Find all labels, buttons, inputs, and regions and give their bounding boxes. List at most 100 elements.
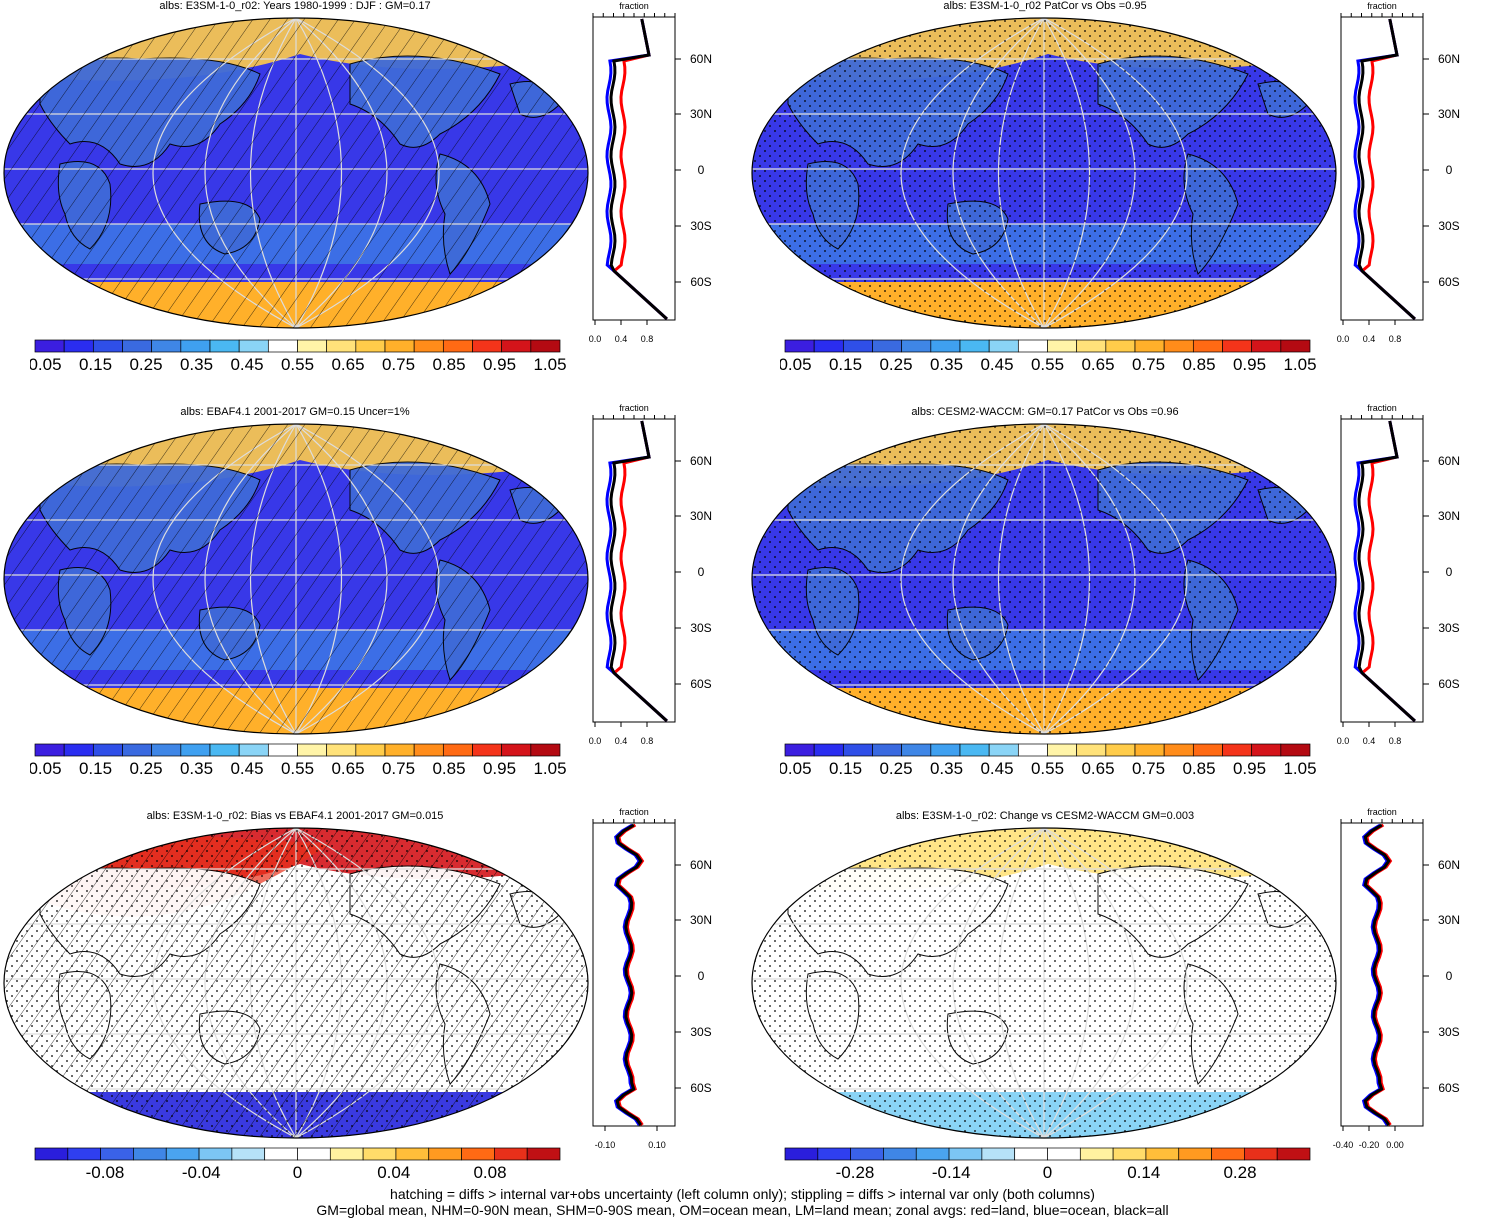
colorbar-label: 0.55 — [1031, 355, 1064, 374]
colorbar-label: 0.25 — [879, 355, 912, 374]
colorbar-label: 0.04 — [377, 1163, 410, 1182]
zonal-xtick-label: 0.4 — [1363, 736, 1376, 746]
zonal-xtick-label: 0.8 — [1389, 736, 1402, 746]
zonal-xtick-label: -0.40 — [1333, 1140, 1354, 1150]
zonal-lat-label: 60N — [690, 858, 712, 872]
panel-4-zonal-profile: fraction 60N 30N 0 30S 60S 0.0 0.4 0.8 — [1337, 403, 1460, 746]
colorbar-label: 0.35 — [180, 759, 213, 778]
panel-6-colorbar: -0.28 -0.14 0 0.14 0.28 — [784, 1147, 1311, 1182]
colorbar-label: 0.45 — [980, 759, 1013, 778]
zonal-lat-label: 30N — [690, 107, 712, 121]
zonal-lat-label: 30N — [690, 509, 712, 523]
zonal-lat-label: 60N — [690, 454, 712, 468]
colorbar-label: 0.25 — [879, 759, 912, 778]
zonal-xtick-label: -0.20 — [1359, 1140, 1380, 1150]
panel-4-title: albs: CESM2-WACCM: GM=0.17 PatCor vs Obs… — [911, 406, 1179, 418]
colorbar-label: 1.05 — [533, 355, 566, 374]
footer-line-2: GM=global mean, NHM=0-90N mean, SHM=0-90… — [316, 1202, 1169, 1218]
colorbar-label: 0 — [293, 1163, 302, 1182]
zonal-xtick-label: 0.00 — [1386, 1140, 1404, 1150]
panel-3-zonal-profile: fraction 60N 30N 0 30S 60S 0.0 0.4 0.8 — [589, 403, 712, 746]
panel-2-zonal-profile: fraction 60N 30N 0 30S 60S 0.0 0.4 0.8 — [1337, 1, 1460, 344]
zonal-lat-label: 60S — [690, 1081, 711, 1095]
zonal-lat-label: 0 — [1446, 969, 1453, 983]
zonal-xtick-label: 0.10 — [648, 1140, 666, 1150]
colorbar-label: 0.65 — [331, 355, 364, 374]
colorbar-label: 0.15 — [79, 759, 112, 778]
colorbar-label: 0.55 — [1031, 759, 1064, 778]
colorbar-label: -0.14 — [932, 1163, 971, 1182]
zonal-lat-label: 60S — [690, 275, 711, 289]
colorbar-label: 0.05 — [780, 355, 812, 374]
zonal-lat-label: 30S — [690, 219, 711, 233]
zonal-lat-label: 60N — [1438, 858, 1460, 872]
panel-5-title: albs: E3SM-1-0_r02: Bias vs EBAF4.1 2001… — [146, 810, 444, 822]
colorbar-label: 0.95 — [483, 355, 516, 374]
zonal-lat-label: 0 — [698, 969, 705, 983]
colorbar-label: 0.55 — [281, 759, 314, 778]
zonal-xtick-label: 0.0 — [589, 334, 602, 344]
zonal-lat-label: 30S — [690, 621, 711, 635]
colorbar-label: 1.05 — [533, 759, 566, 778]
colorbar-label: 0.45 — [230, 355, 263, 374]
panel-6-title: albs: E3SM-1-0_r02: Change vs CESM2-WACC… — [895, 810, 1195, 822]
zonal-lat-label: 60S — [1438, 275, 1459, 289]
colorbar-label: 0.65 — [1081, 759, 1114, 778]
colorbar-label: 0.25 — [129, 355, 162, 374]
colorbar-label: -0.08 — [86, 1163, 125, 1182]
colorbar-label: 0 — [1043, 1163, 1052, 1182]
colorbar-label: 0.85 — [432, 759, 465, 778]
zonal-xlabel: fraction — [619, 403, 649, 413]
colorbar-label: 0.08 — [473, 1163, 506, 1182]
panel-1-title: albs: E3SM-1-0_r02: Years 1980-1999 : DJ… — [159, 0, 431, 12]
panel-3-map — [3, 423, 589, 735]
panel-2-colorbar: 0.05 0.15 0.25 0.35 0.45 0.55 0.65 0.75 0.85 0.95… — [780, 339, 1317, 374]
panel-1-colorbar: 0.05 0.15 0.25 0.35 0.45 0.55 0.65 0.75 0.85 0.95… — [30, 339, 567, 374]
zonal-xtick-label: 0.0 — [1337, 334, 1350, 344]
zonal-xlabel: fraction — [1367, 807, 1397, 817]
colorbar-label: 0.45 — [980, 355, 1013, 374]
panel-5-zonal-profile: fraction 60N 30N 0 30S 60S -0.10 0.10 — [592, 807, 712, 1150]
zonal-xtick-label: 0.4 — [1363, 334, 1376, 344]
zonal-lat-label: 60N — [1438, 52, 1460, 66]
colorbar-label: 0.35 — [930, 759, 963, 778]
colorbar-label: 0.55 — [281, 355, 314, 374]
zonal-xtick-label: 0.4 — [615, 334, 628, 344]
colorbar-label: 0.75 — [382, 355, 415, 374]
zonal-xlabel: fraction — [619, 1, 649, 11]
panel-5-map — [3, 827, 589, 1139]
zonal-lat-label: 60S — [690, 677, 711, 691]
colorbar-label: 0.85 — [1182, 355, 1215, 374]
panel-1-zonal-profile: fraction 60N 30N 0 30S 60S 0.0 0.4 0.8 — [589, 1, 712, 344]
zonal-lat-label: 0 — [1446, 163, 1453, 177]
colorbar-label: 0.15 — [829, 759, 862, 778]
zonal-lat-label: 30S — [1438, 219, 1459, 233]
panel-6-map — [751, 827, 1337, 1139]
colorbar-label: 0.45 — [230, 759, 263, 778]
zonal-lat-label: 30S — [1438, 621, 1459, 635]
colorbar-label: 0.85 — [1182, 759, 1215, 778]
colorbar-label: 0.15 — [829, 355, 862, 374]
colorbar-label: 0.75 — [1132, 759, 1165, 778]
colorbar-label: 0.75 — [382, 759, 415, 778]
panel-4-colorbar: 0.05 0.15 0.25 0.35 0.45 0.55 0.65 0.75 0.85 0.95… — [780, 743, 1317, 778]
zonal-lat-label: 60N — [1438, 454, 1460, 468]
zonal-xtick-label: 0.4 — [615, 736, 628, 746]
zonal-xlabel: fraction — [1367, 403, 1397, 413]
panel-5-colorbar: -0.08 -0.04 0 0.04 0.08 — [34, 1147, 561, 1182]
colorbar-label: 0.15 — [79, 355, 112, 374]
colorbar-label: 0.05 — [780, 759, 812, 778]
zonal-xtick-label: 0.8 — [1389, 334, 1402, 344]
panel-3-title: albs: EBAF4.1 2001-2017 GM=0.15 Uncer=1% — [180, 406, 410, 418]
zonal-lat-label: 0 — [1446, 565, 1453, 579]
colorbar-label: -0.04 — [182, 1163, 221, 1182]
colorbar-label: 0.85 — [432, 355, 465, 374]
panel-2-map — [751, 17, 1337, 329]
colorbar-label: 0.28 — [1223, 1163, 1256, 1182]
panel-3-colorbar: 0.05 0.15 0.25 0.35 0.45 0.55 0.65 0.75 0.85 0.95… — [30, 743, 567, 778]
zonal-lat-label: 60S — [1438, 1081, 1459, 1095]
zonal-lat-label: 0 — [698, 565, 705, 579]
colorbar-label: 0.65 — [331, 759, 364, 778]
zonal-lat-label: 30N — [1438, 107, 1460, 121]
footer-line-1: hatching = diffs > internal var+obs unce… — [390, 1186, 1095, 1202]
